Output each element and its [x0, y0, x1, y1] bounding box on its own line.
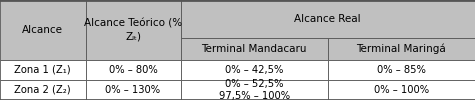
FancyBboxPatch shape — [180, 80, 328, 100]
Text: 0% – 130%: 0% – 130% — [105, 85, 161, 95]
FancyBboxPatch shape — [86, 80, 180, 100]
FancyBboxPatch shape — [328, 80, 475, 100]
Text: 0% – 85%: 0% – 85% — [377, 65, 426, 75]
Text: Terminal Maringá: Terminal Maringá — [357, 44, 446, 54]
Text: Zona 1 (Z₁): Zona 1 (Z₁) — [14, 65, 71, 75]
FancyBboxPatch shape — [86, 0, 180, 60]
FancyBboxPatch shape — [0, 0, 86, 60]
FancyBboxPatch shape — [180, 0, 475, 38]
Text: Alcance: Alcance — [22, 25, 63, 35]
Text: Terminal Mandacaru: Terminal Mandacaru — [201, 44, 307, 54]
Text: Zona 2 (Z₂): Zona 2 (Z₂) — [14, 85, 71, 95]
Text: Alcance Real: Alcance Real — [294, 14, 361, 24]
FancyBboxPatch shape — [328, 60, 475, 80]
FancyBboxPatch shape — [0, 80, 86, 100]
FancyBboxPatch shape — [328, 38, 475, 60]
Text: 0% – 100%: 0% – 100% — [374, 85, 429, 95]
FancyBboxPatch shape — [0, 60, 86, 80]
Text: 0% – 80%: 0% – 80% — [109, 65, 157, 75]
Text: Alcance Teórico (%
Zₗₜ): Alcance Teórico (% Zₗₜ) — [84, 19, 182, 41]
Text: 0% – 42,5%: 0% – 42,5% — [225, 65, 283, 75]
FancyBboxPatch shape — [180, 38, 328, 60]
FancyBboxPatch shape — [86, 60, 180, 80]
FancyBboxPatch shape — [180, 60, 328, 80]
Text: 0% – 52,5%
97,5% – 100%: 0% – 52,5% 97,5% – 100% — [218, 79, 290, 100]
